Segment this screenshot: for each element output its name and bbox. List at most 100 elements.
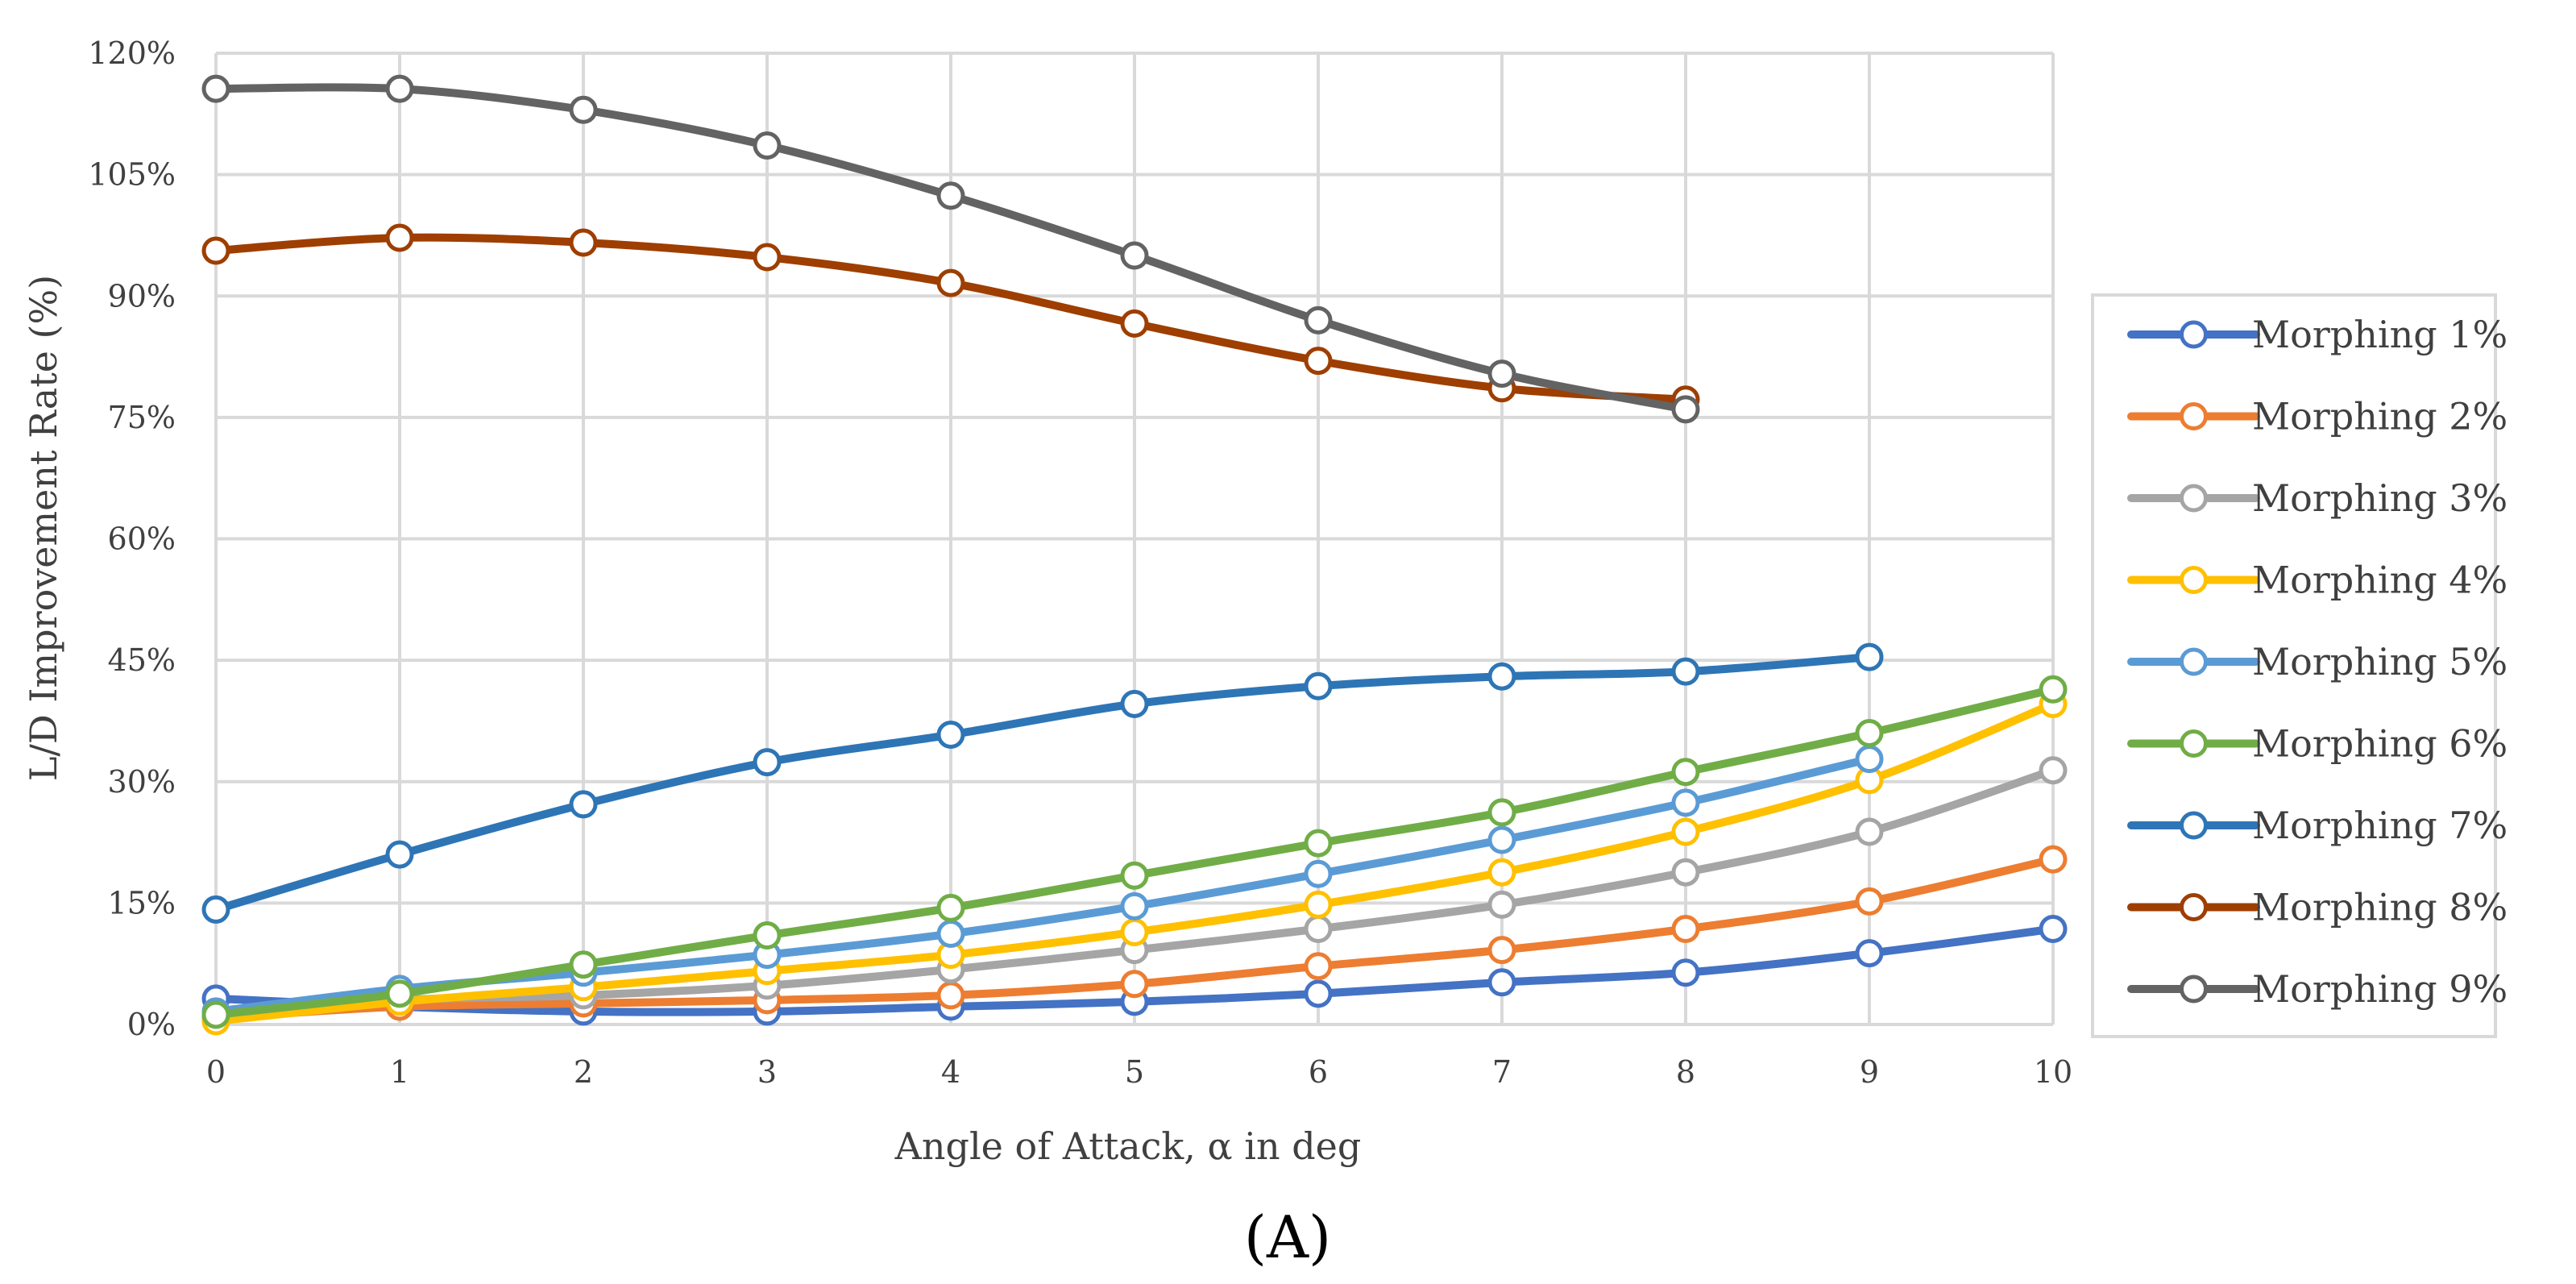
data-point (1671, 657, 1700, 686)
y-tick-label: 90% (108, 278, 176, 314)
legend-swatch-marker (2180, 974, 2208, 1004)
legend-item: Morphing 6% (2127, 722, 2508, 766)
data-point (936, 981, 965, 1010)
legend-item: Morphing 7% (2127, 804, 2508, 847)
legend: Morphing 1% Morphing 2% Morphing 3% Morphin… (2091, 293, 2508, 1038)
y-tick-label: 120% (88, 35, 176, 71)
data-point (1671, 858, 1700, 887)
legend-label: Morphing 3% (2252, 476, 2508, 520)
data-point (1671, 817, 1700, 846)
data-point (2039, 756, 2068, 785)
data-point (936, 721, 965, 750)
data-point (1304, 890, 1333, 919)
data-point (1120, 689, 1149, 718)
data-point (1304, 829, 1333, 858)
y-tick-label: 30% (108, 764, 176, 800)
legend-swatch-marker (2180, 647, 2208, 676)
data-point (385, 840, 414, 869)
data-point (1304, 305, 1333, 335)
data-point (1487, 890, 1516, 919)
data-point (936, 920, 965, 949)
x-tick-label: 1 (390, 1054, 409, 1090)
legend-swatch-marker (2180, 320, 2208, 349)
data-point (385, 74, 414, 103)
legend-item: Morphing 4% (2127, 559, 2508, 602)
data-point (385, 979, 414, 1008)
y-tick-label: 0% (127, 1007, 176, 1042)
x-tick-label: 7 (1492, 1054, 1512, 1090)
x-tick-label: 5 (1125, 1054, 1144, 1090)
data-point (753, 921, 782, 950)
data-point (1304, 952, 1333, 981)
y-axis-title: L/D Improvement Rate (%) (22, 275, 65, 781)
data-point (1304, 979, 1333, 1008)
data-point (753, 131, 782, 160)
legend-label: Morphing 2% (2252, 395, 2508, 438)
data-point (753, 243, 782, 272)
data-point (1120, 309, 1149, 338)
legend-swatch-marker (2180, 811, 2208, 840)
data-point (1671, 958, 1700, 987)
data-point (1304, 671, 1333, 700)
series-6 (201, 675, 2068, 1029)
data-point (936, 893, 965, 922)
data-point (1120, 970, 1149, 999)
data-point (1671, 758, 1700, 787)
data-point (569, 790, 598, 819)
data-point (1855, 719, 1884, 747)
data-point (1487, 825, 1516, 854)
data-point (569, 95, 598, 124)
legend-swatch-marker (2180, 729, 2208, 758)
data-point (1487, 798, 1516, 827)
legend-label: Morphing 1% (2252, 313, 2508, 356)
x-tick-label: 0 (206, 1054, 226, 1090)
data-point (1855, 887, 1884, 916)
data-point (1855, 939, 1884, 968)
legend-swatch-marker (2180, 402, 2208, 430)
legend-item: Morphing 2% (2127, 395, 2508, 438)
x-tick-label: 9 (1860, 1054, 1879, 1090)
data-point (1487, 662, 1516, 691)
data-point (936, 181, 965, 210)
data-point (1120, 241, 1149, 270)
legend-item: Morphing 8% (2127, 886, 2508, 929)
data-point (1855, 745, 1884, 774)
legend-item: Morphing 5% (2127, 640, 2508, 684)
data-point (1120, 918, 1149, 947)
data-point (1120, 891, 1149, 920)
data-point (936, 268, 965, 297)
legend-swatch-marker (2180, 566, 2208, 594)
y-tick-label: 45% (108, 642, 176, 678)
data-point (1487, 968, 1516, 997)
legend-swatch-marker (2180, 484, 2208, 513)
panel-label: (A) (1244, 1203, 1331, 1271)
x-tick-label: 6 (1309, 1054, 1328, 1090)
x-axis-title: Angle of Attack, α in deg (894, 1124, 1362, 1168)
data-point (753, 748, 782, 777)
data-point (385, 223, 414, 252)
legend-swatch-marker (2180, 893, 2208, 921)
y-tick-label: 15% (108, 885, 176, 920)
data-point (2039, 845, 2068, 874)
legend-label: Morphing 5% (2252, 640, 2508, 684)
data-point (201, 74, 230, 103)
series-7 (201, 642, 1884, 924)
data-point (2039, 915, 2068, 944)
data-point (1855, 817, 1884, 846)
data-point (201, 895, 230, 924)
data-point (1671, 788, 1700, 817)
legend-label: Morphing 4% (2252, 559, 2508, 602)
data-point (1487, 936, 1516, 965)
data-point (1487, 359, 1516, 389)
data-point (2039, 675, 2068, 704)
data-point (201, 236, 230, 265)
y-tick-label: 60% (108, 521, 176, 557)
data-point (1304, 347, 1333, 376)
y-tick-label: 75% (108, 400, 176, 435)
legend-label: Morphing 8% (2252, 886, 2508, 929)
data-point (1855, 642, 1884, 671)
data-point (1304, 915, 1333, 944)
plot-series (201, 74, 2068, 1036)
data-point (569, 228, 598, 257)
